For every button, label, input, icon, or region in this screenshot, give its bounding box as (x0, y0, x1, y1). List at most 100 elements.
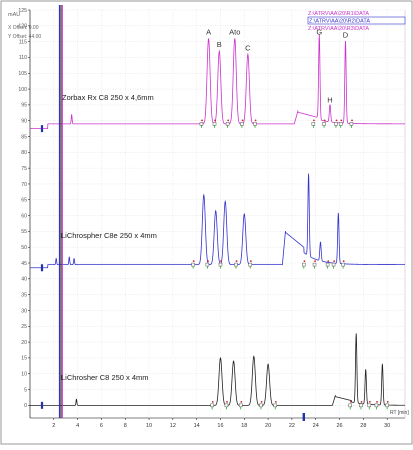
y-tick-label: 90 (21, 118, 27, 124)
x-tick-label: 10 (146, 423, 152, 429)
legend: Z:\ATRV\AA\20\R1\DATA Z:\ATRV\AA\20\R2\D… (307, 11, 406, 32)
y-tick-label: 20 (21, 340, 27, 346)
grid-layer: 0 5 10 15 20 25 30 35 40 45 50 55 60 65 70 75 80 85 90 95 10… (18, 8, 405, 429)
integration-mark (311, 122, 316, 126)
y-tick-label: 25 (21, 324, 27, 330)
y-tick-label: 80 (21, 150, 27, 156)
peak-label: D (343, 31, 349, 40)
integration-mark (212, 122, 217, 126)
peak-label: C (245, 43, 251, 52)
y-tick-label: 65 (21, 198, 27, 204)
integration-dot (201, 119, 203, 122)
integration-dot (240, 400, 243, 403)
integration-dot (192, 260, 195, 263)
y-tick-label: 30 (21, 308, 27, 314)
y-tick-label: 125 (18, 8, 27, 14)
integration-dot (349, 400, 352, 403)
peak-label: B (217, 40, 222, 49)
integration-dot (340, 119, 343, 122)
integration-mark (341, 262, 345, 267)
y-tick-label: 100 (18, 87, 27, 93)
integration-mark (338, 122, 343, 126)
integration-mark (191, 262, 195, 267)
integration-dot (241, 119, 244, 122)
trace-layer (30, 5, 405, 418)
integration-mark (238, 403, 243, 408)
integration-mark (331, 262, 336, 267)
y-tick-label: 10 (21, 372, 27, 378)
x-tick-label: 14 (194, 423, 200, 429)
axis-marker (302, 413, 306, 421)
x-tick-label: 2 (52, 423, 55, 429)
integration-mark (240, 122, 244, 126)
integration-mark (385, 403, 389, 408)
y-tick-label: 15 (21, 356, 27, 362)
peak-label: H (327, 95, 332, 104)
x-tick-label: 8 (124, 423, 127, 429)
y-tick-label: 105 (18, 71, 27, 77)
y-tick-label: 45 (21, 261, 27, 267)
integration-mark (322, 122, 326, 126)
integration-dot (260, 400, 263, 403)
integration-dot (227, 119, 230, 122)
integration-mark (259, 403, 263, 408)
integration-mark (253, 122, 257, 126)
x-tick-label: 30 (384, 423, 390, 429)
start-marker (40, 264, 44, 272)
integration-mark-layer (40, 119, 389, 421)
integration-dot (327, 260, 330, 263)
y-tick-label: 35 (21, 292, 27, 298)
integration-mark (312, 262, 317, 267)
y-tick-label: 110 (19, 55, 27, 61)
peak-label: A (206, 27, 211, 36)
y-tick-label: 60 (21, 213, 27, 219)
x-offset-label: X Offset: 0.00 (8, 25, 39, 31)
integration-mark (334, 122, 338, 126)
integration-mark (302, 262, 306, 267)
integration-mark (325, 262, 330, 267)
x-tick-label: 28 (360, 423, 366, 429)
y-tick-label: 5 (24, 387, 27, 393)
integration-dot (314, 260, 317, 263)
integration-mark (210, 403, 214, 408)
integration-mark (348, 403, 352, 408)
y-tick-label: 0 (24, 403, 27, 409)
integration-mark (367, 403, 372, 408)
legend-entry-1: Z:\ATRV\AA\20\R1\DATA (308, 11, 369, 17)
y-tick-label: 40 (21, 277, 27, 283)
x-tick-label: 20 (265, 423, 271, 429)
x-tick-label: 22 (289, 423, 295, 429)
y-tick-label: 55 (21, 229, 27, 235)
integration-mark (199, 122, 204, 126)
integration-dot (368, 400, 371, 403)
integration-dot (333, 260, 336, 263)
x-tick-label: 16 (217, 423, 223, 429)
integration-mark (205, 262, 210, 267)
y-tick-label: 70 (21, 182, 27, 188)
series-label-lichrospher-c8: LiChrosher C8 250 x 4mm (61, 373, 149, 382)
integration-dot (323, 119, 326, 122)
y-tick-label: 95 (21, 103, 27, 109)
y-tick-label: 85 (21, 134, 27, 140)
series-line-3 (30, 333, 405, 406)
x-tick-label: 4 (76, 423, 79, 429)
y-tick-label: 115 (19, 39, 27, 45)
start-marker (40, 401, 44, 409)
integration-dot (376, 400, 378, 403)
integration-mark (374, 403, 379, 408)
x-tick-label: 12 (170, 423, 176, 429)
legend-entry-2: Z:\ATRV\AA\20\R2\DATA (309, 19, 370, 25)
x-tick-label: 26 (336, 423, 342, 429)
integration-mark (248, 262, 252, 267)
integration-mark (218, 262, 223, 267)
series-label-lichrospher-c8e: LiChrospher C8e 250 x 4mm (61, 231, 157, 240)
y-offset-label: Y Offset: 44.00 (8, 34, 41, 40)
integration-mark (234, 262, 238, 267)
series-line-1 (30, 34, 405, 130)
integration-dot (254, 119, 257, 122)
integration-mark (224, 403, 229, 408)
integration-mark (349, 122, 354, 126)
